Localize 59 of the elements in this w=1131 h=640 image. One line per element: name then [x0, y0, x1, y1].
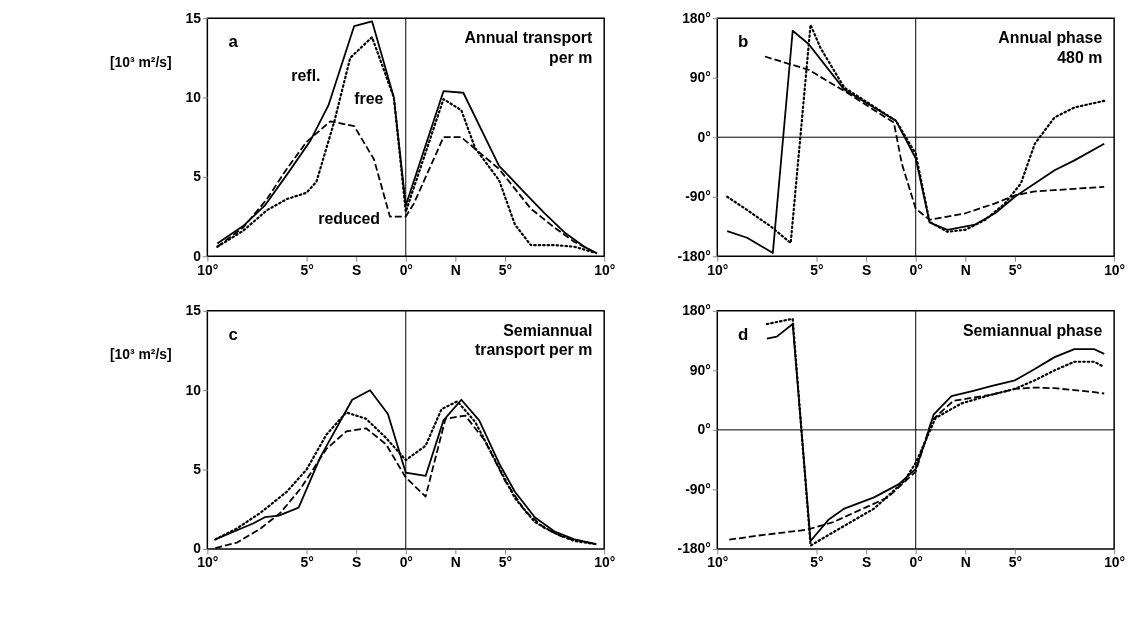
y-tick-label: 0: [193, 247, 202, 264]
x-tick-label: S: [861, 554, 872, 571]
y-tick-label: 0: [193, 540, 202, 557]
y-tick-label: -90°: [685, 480, 711, 497]
x-tick-label: S: [352, 554, 362, 571]
y-tick-label: 0°: [697, 128, 711, 145]
annotation: a: [228, 31, 239, 51]
y-axis-title: [10³ m²/s]: [109, 346, 172, 363]
x-tick-label: 5°: [300, 554, 314, 571]
y-tick-label: 10: [185, 88, 202, 105]
x-tick-label: N: [450, 261, 461, 278]
x-tick-label: 5°: [300, 261, 314, 278]
x-tick-label: 5°: [1008, 554, 1023, 571]
annotation: c: [228, 324, 238, 344]
x-tick-label: N: [960, 554, 971, 571]
x-tick-label: 10°: [1104, 261, 1126, 278]
y-tick-label: -180°: [677, 540, 711, 557]
y-tick-label: -90°: [685, 188, 711, 205]
x-tick-label: 10°: [594, 554, 616, 571]
x-tick-label: 5°: [810, 261, 824, 278]
y-tick-label: 5: [193, 168, 202, 185]
y-tick-label: 180°: [682, 9, 711, 26]
x-tick-label: 0°: [909, 554, 923, 571]
y-tick-label: 180°: [682, 302, 711, 319]
x-tick-label: 10°: [707, 261, 729, 278]
x-tick-label: 10°: [1104, 554, 1126, 571]
annotation: d: [737, 324, 749, 344]
x-tick-label: 10°: [197, 554, 219, 571]
x-tick-label: 10°: [707, 554, 729, 571]
y-tick-label: -180°: [677, 247, 711, 264]
text: Annual transport per m: [464, 28, 593, 66]
y-tick-label: 0°: [697, 421, 711, 438]
text: Annual phase 480 m: [998, 28, 1103, 66]
x-tick-label: N: [450, 554, 461, 571]
series-label: reduced: [318, 209, 380, 227]
x-tick-label: S: [352, 261, 362, 278]
series-label: refl.: [291, 66, 321, 84]
x-tick-label: 0°: [399, 261, 413, 278]
y-tick-label: 10: [185, 381, 202, 398]
x-tick-label: S: [861, 261, 872, 278]
x-tick-label: 10°: [197, 261, 219, 278]
x-tick-label: 5°: [498, 261, 513, 278]
x-tick-label: 5°: [810, 554, 824, 571]
y-tick-label: 15: [185, 9, 202, 26]
y-tick-label: 15: [185, 302, 202, 319]
y-tick-label: 90°: [689, 69, 711, 86]
annotation: b: [737, 31, 749, 51]
text: Semiannual transport per m: [475, 321, 593, 359]
x-tick-label: 10°: [594, 261, 616, 278]
y-axis-title: [10³ m²/s]: [109, 53, 172, 70]
x-tick-label: N: [960, 261, 971, 278]
series-label: free: [354, 90, 384, 108]
x-tick-label: 5°: [1008, 261, 1023, 278]
x-tick-label: 0°: [909, 261, 923, 278]
y-tick-label: 90°: [689, 361, 711, 378]
text: Semiannual phase: [962, 321, 1103, 339]
x-tick-label: 0°: [399, 554, 413, 571]
y-tick-label: 5: [193, 461, 202, 478]
x-tick-label: 5°: [498, 554, 513, 571]
